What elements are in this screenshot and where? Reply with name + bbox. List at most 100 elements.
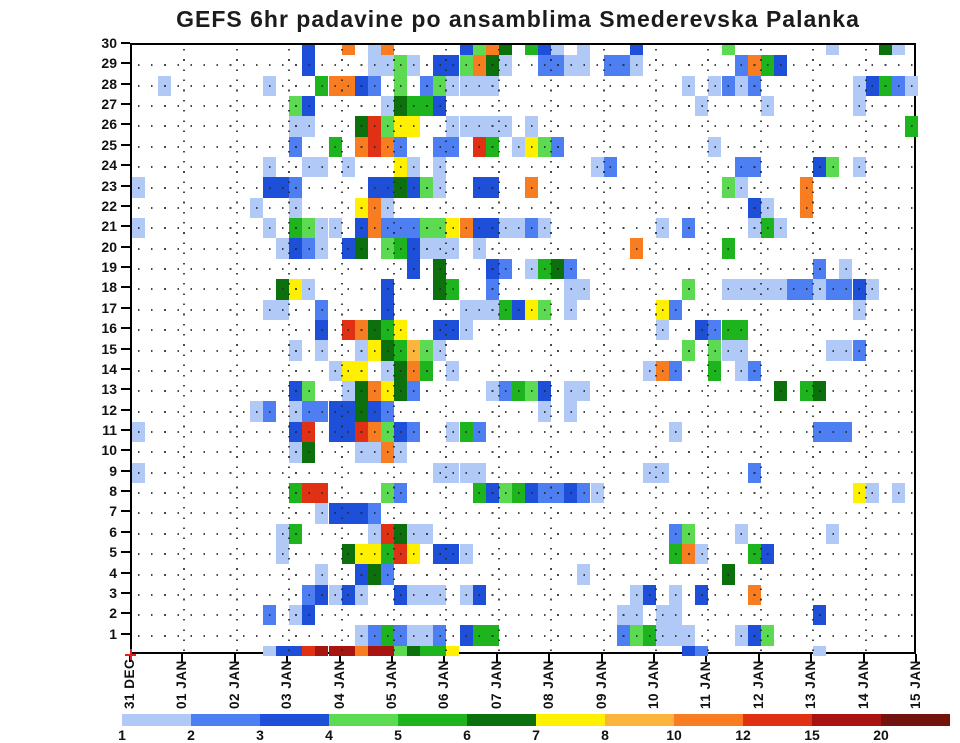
origin-marker (125, 649, 136, 660)
grid-line-horizontal (132, 227, 914, 230)
heatmap-cell (407, 645, 421, 656)
heatmap-cell (891, 45, 905, 56)
heatmap-cell (394, 645, 408, 656)
colorbar-label: 3 (256, 727, 264, 743)
grid-line-horizontal (132, 288, 914, 291)
heatmap-cell (341, 45, 355, 56)
colorbar-label: 8 (601, 727, 609, 743)
x-axis-tick-label: 12 JAN (750, 660, 766, 709)
heatmap-cells-layer (132, 45, 918, 656)
heatmap-cell (302, 645, 316, 656)
grid-line-vertical (707, 45, 710, 652)
heatmap-cell (367, 45, 381, 56)
grid-line-horizontal (132, 186, 914, 189)
y-axis-tick-label: 3 (109, 584, 117, 601)
x-axis-tick (495, 654, 498, 662)
y-axis-tick-label: 14 (101, 360, 117, 377)
y-axis-tick (121, 286, 130, 289)
colorbar-segment (674, 714, 743, 726)
colorbar-label: 4 (325, 727, 333, 743)
grid-line-vertical (497, 45, 500, 652)
grid-line-vertical (340, 45, 343, 652)
grid-line-horizontal (132, 247, 914, 250)
y-axis-tick (121, 469, 130, 472)
y-axis-tick (121, 449, 130, 452)
x-axis-tick-label: 13 JAN (803, 660, 819, 709)
y-axis-tick-label: 26 (101, 116, 117, 133)
grid-line-horizontal (132, 206, 914, 209)
grid-line-horizontal (132, 451, 914, 454)
grid-line-horizontal (132, 84, 914, 87)
x-axis-tick-label: 11 JAN (698, 660, 714, 709)
y-axis-tick (121, 42, 130, 44)
y-axis-tick-label: 8 (109, 483, 117, 500)
plot-area (130, 43, 918, 656)
colorbar-label: 2 (187, 727, 195, 743)
y-axis-tick (121, 591, 130, 594)
heatmap-cell (878, 45, 892, 56)
grid-line-horizontal (132, 492, 914, 495)
colorbar-segment (398, 714, 467, 726)
y-axis-tick (121, 490, 130, 493)
x-axis-tick (757, 654, 760, 662)
grid-line-horizontal (132, 166, 914, 169)
y-axis-tick (121, 612, 130, 615)
colorbar-segment (329, 714, 398, 726)
x-axis-tick-label: 14 JAN (855, 660, 871, 709)
y-axis-tick (121, 82, 130, 85)
grid-line-vertical (288, 45, 291, 652)
grid-line-horizontal (132, 471, 914, 474)
grid-line-horizontal (132, 512, 914, 515)
heatmap-cell (315, 645, 329, 656)
y-axis-tick-label: 7 (109, 503, 117, 520)
grid-line-vertical (602, 45, 605, 652)
y-axis-tick-label: 29 (101, 55, 117, 72)
heatmap-cell (263, 645, 277, 656)
heatmap-cell (721, 45, 735, 56)
x-axis-tick (915, 654, 917, 662)
y-axis-tick-label: 19 (101, 259, 117, 276)
heatmap-cell (813, 645, 827, 656)
y-axis-tick-label: 22 (101, 197, 117, 214)
heatmap-cell (695, 645, 709, 656)
y-axis-tick (121, 632, 130, 635)
colorbar-segment (605, 714, 674, 726)
y-axis-tick (121, 530, 130, 533)
heatmap-cell (341, 645, 355, 656)
colorbar-label: 12 (735, 727, 751, 743)
grid-line-vertical (550, 45, 553, 652)
y-axis-tick (121, 408, 130, 411)
y-axis-tick (121, 510, 130, 513)
y-axis-tick (121, 388, 130, 391)
y-axis-tick (121, 204, 130, 207)
heatmap-cell (433, 645, 447, 656)
y-axis-tick (121, 367, 130, 370)
y-axis-tick-label: 27 (101, 96, 117, 113)
heatmap-cell (485, 45, 499, 56)
heatmap-cell (380, 45, 394, 56)
heatmap-cell (276, 645, 290, 656)
heatmap-cell (551, 45, 565, 56)
y-axis-tick (121, 123, 130, 126)
y-axis-tick (121, 62, 130, 65)
colorbar-label: 5 (394, 727, 402, 743)
colorbar (122, 714, 950, 726)
colorbar-label: 1 (118, 727, 126, 743)
grid-line-vertical (864, 45, 867, 652)
heatmap-cell (826, 45, 840, 56)
heatmap-cell (538, 45, 552, 56)
heatmap-cell (328, 645, 342, 656)
grid-line-horizontal (132, 369, 914, 372)
grid-line-horizontal (132, 390, 914, 393)
y-axis-tick-label: 28 (101, 75, 117, 92)
heatmap-cell (629, 45, 643, 56)
y-axis-tick-label: 11 (102, 421, 117, 438)
x-axis-tick-label: 05 JAN (384, 660, 399, 709)
y-axis-tick (121, 245, 130, 248)
y-axis-tick-label: 1 (109, 625, 117, 642)
x-axis-tick-label: 04 JAN (331, 660, 347, 709)
y-axis-tick-label: 23 (101, 177, 117, 194)
heatmap-cell (354, 645, 368, 656)
x-axis-tick (233, 654, 236, 662)
